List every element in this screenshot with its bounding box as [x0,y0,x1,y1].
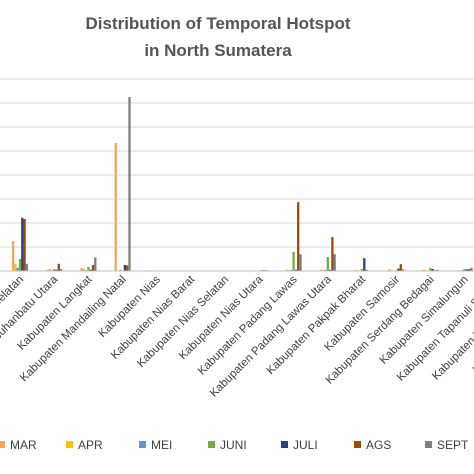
bar-sept-13 [470,267,473,271]
bar-juli-10 [363,258,366,271]
bar-marks [11,97,473,271]
bar-mei-9 [324,269,327,271]
legend-label-mei: MEI [151,438,172,452]
chart-title-line-1: Distribution of Temporal Hotspot [85,14,350,33]
bar-mar-12 [422,269,425,271]
legend-label-mar: MAR [10,438,37,452]
bar-sept-2 [94,257,97,271]
bar-juli-13 [465,269,469,271]
bar-mar-0 [11,241,15,271]
bar-juli-3 [123,265,127,271]
bar-juni-10 [360,269,364,271]
legend-swatch-juli [281,441,288,448]
legend-swatch-mar [0,441,5,448]
legend-item-mar: MAR [0,438,37,452]
legend: MAR APR MEI JUNI JULI AGS SEPT [0,438,469,452]
legend-item-juni: JUNI [208,438,247,452]
bar-juli-1 [55,269,58,271]
bar-apr-1 [48,269,51,271]
category-label-9: Kabupaten Padang Lawas Utara [208,273,334,399]
bar-ags-9 [331,237,334,271]
category-label-4: Kabupaten Nias [97,273,164,340]
legend-swatch-juni [208,441,215,448]
bar-juli-12 [431,269,434,271]
legend-label-apr: APR [78,438,103,452]
bar-mar-3 [114,143,117,271]
bar-mar-11 [388,269,391,271]
bar-sept-11 [401,269,405,271]
legend-item-sept: SEPT [425,438,469,452]
bar-sept-9 [333,254,336,271]
legend-item-juli: JULI [281,438,318,452]
bar-sept-8 [299,254,302,271]
legend-label-ags: AGS [366,438,391,452]
bar-juni-2 [87,267,90,271]
bar-juli-11 [397,268,400,271]
legend-label-juni: JUNI [220,438,247,452]
bar-apr-0 [14,263,17,271]
bar-juni-13 [463,269,466,271]
legend-swatch-sept [425,441,432,448]
bar-ags-2 [91,265,95,271]
bar-mar-8 [285,269,288,271]
bar-mar-2 [80,268,83,271]
bar-apr-2 [82,268,85,271]
legend-label-sept: SEPT [437,438,469,452]
legend-item-mei: MEI [139,438,172,452]
bar-ags-13 [468,269,471,271]
bar-sept-0 [25,263,29,271]
bar-juli-0 [21,217,24,271]
bar-sept-1 [59,269,63,271]
bar-sept-12 [436,269,439,271]
legend-item-ags: AGS [354,438,391,452]
bar-juni-1 [53,269,56,271]
bar-juni-0 [18,259,22,271]
bar-juni-12 [429,267,432,271]
bar-juni-8 [292,251,295,271]
bar-mar-9 [319,269,323,271]
bar-juli-8 [294,269,298,271]
bar-ags-3 [126,265,129,271]
bar-mei-0 [16,267,19,271]
bar-ags-10 [365,269,368,271]
bar-mar-1 [46,269,49,271]
bar-mei-3 [119,269,122,271]
legend-label-juli: JULI [293,438,318,452]
bar-juni-9 [326,257,329,271]
bar-sept-3 [128,97,131,271]
legend-swatch-apr [66,441,73,448]
bar-ags-8 [297,202,300,271]
bar-ags-1 [57,263,60,271]
gridlines [0,78,474,248]
bar-ags-11 [399,264,402,271]
bar-juli-9 [328,269,332,271]
chart-title-line-2: in North Sumatera [144,41,292,60]
bar-juli-2 [89,269,92,271]
legend-item-apr: APR [66,438,103,452]
bar-ags-0 [23,219,26,271]
bar-mei-8 [290,269,293,271]
legend-swatch-mei [139,441,146,448]
legend-swatch-ags [354,441,361,448]
